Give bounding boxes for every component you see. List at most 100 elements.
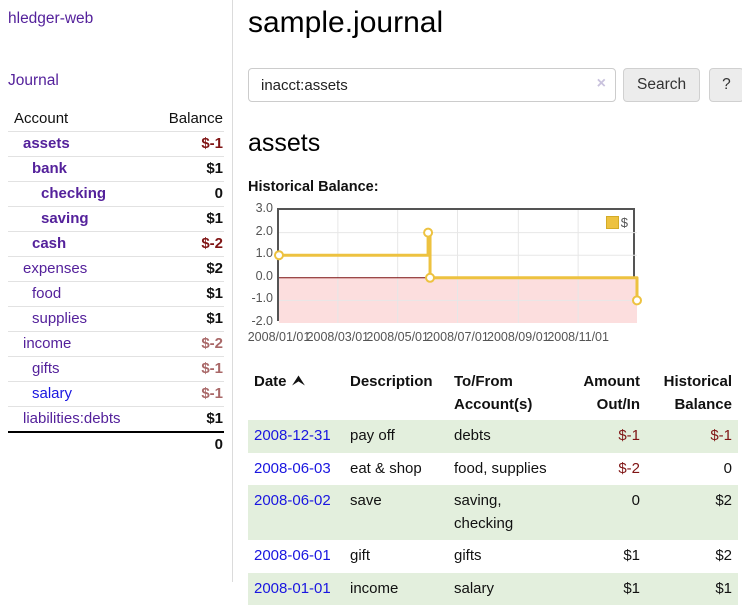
transaction-balance: $2 — [646, 485, 738, 540]
account-balance: $-1 — [148, 382, 224, 407]
chart-series-svg — [279, 210, 637, 323]
transaction-accounts: food, supplies — [448, 453, 566, 486]
transaction-description: income — [344, 573, 448, 605]
account-balance: $1 — [148, 282, 224, 307]
transaction-amount: $-1 — [566, 420, 646, 453]
accounts-table: Account Balance assets $-1 bank $1 check… — [8, 107, 224, 457]
legend-label: $ — [621, 215, 628, 230]
transaction-description: gift — [344, 540, 448, 573]
clear-search-icon[interactable]: × — [597, 75, 606, 93]
account-link[interactable]: checking — [41, 185, 106, 203]
x-axis-tick-label: 2008/05/01 — [366, 330, 429, 344]
transaction-accounts: salary — [448, 573, 566, 605]
transaction-accounts: debts — [448, 420, 566, 453]
transaction-row: 2008-12-31 pay off debts $-1 $-1 — [248, 420, 738, 453]
account-link[interactable]: food — [32, 285, 61, 303]
account-row: expenses $2 — [8, 257, 224, 282]
x-axis-tick-label: 2008/09/01 — [487, 330, 550, 344]
account-balance: $1 — [148, 157, 224, 182]
help-button[interactable]: ? — [709, 68, 742, 102]
account-balance: $-2 — [148, 232, 224, 257]
account-link[interactable]: bank — [32, 160, 67, 178]
transaction-accounts: gifts — [448, 540, 566, 573]
transaction-date-link[interactable]: 2008-12-31 — [254, 427, 331, 444]
account-balance: $-2 — [148, 332, 224, 357]
transaction-amount: $1 — [566, 540, 646, 573]
search-button[interactable]: Search — [623, 68, 700, 102]
account-row: food $1 — [8, 282, 224, 307]
transaction-row: 2008-06-03 eat & shop food, supplies $-2… — [248, 453, 738, 486]
account-link[interactable]: cash — [32, 235, 66, 253]
transaction-amount: 0 — [566, 485, 646, 540]
transaction-amount: $1 — [566, 573, 646, 605]
account-link[interactable]: supplies — [32, 310, 87, 328]
x-axis-tick-label: 2008/01/01 — [248, 330, 311, 344]
account-row: assets $-1 — [8, 132, 224, 157]
transaction-date-link[interactable]: 2008-06-03 — [254, 460, 331, 477]
account-row: liabilities:debts $1 — [8, 407, 224, 433]
transaction-balance: 0 — [646, 453, 738, 486]
sidebar-item-journal[interactable]: Journal — [8, 72, 224, 90]
account-row: checking 0 — [8, 182, 224, 207]
app-title-link[interactable]: hledger-web — [8, 10, 93, 28]
account-link[interactable]: expenses — [23, 260, 87, 278]
transaction-description: eat & shop — [344, 453, 448, 486]
account-row: bank $1 — [8, 157, 224, 182]
transaction-accounts: saving, checking — [448, 485, 566, 540]
transaction-row: 2008-01-01 income salary $1 $1 — [248, 573, 738, 605]
transaction-amount: $-2 — [566, 453, 646, 486]
account-row: income $-2 — [8, 332, 224, 357]
y-axis-tick-label: 2.0 — [248, 224, 273, 238]
transaction-row: 2008-06-01 gift gifts $1 $2 — [248, 540, 738, 573]
transaction-balance: $1 — [646, 573, 738, 605]
account-balance: $-1 — [148, 357, 224, 382]
transaction-balance: $2 — [646, 540, 738, 573]
transaction-balance: $-1 — [646, 420, 738, 453]
chart-plot-area: $ — [277, 208, 635, 321]
accounts-header-balance: Balance — [148, 107, 224, 132]
account-balance: $1 — [148, 307, 224, 332]
transaction-description: save — [344, 485, 448, 540]
legend-swatch-icon — [606, 216, 619, 229]
transaction-date-link[interactable]: 2008-06-02 — [254, 492, 331, 509]
transaction-date-link[interactable]: 2008-06-01 — [254, 547, 331, 564]
account-balance: $2 — [148, 257, 224, 282]
chart-legend: $ — [606, 215, 628, 230]
transaction-row: 2008-06-02 save saving, checking 0 $2 — [248, 485, 738, 540]
account-balance: $-1 — [148, 132, 224, 157]
search-form: × Search ? — [248, 68, 742, 102]
column-header-description: Description — [344, 367, 448, 420]
transaction-date-link[interactable]: 2008-01-01 — [254, 580, 331, 597]
accounts-header-row: Account Balance — [8, 107, 224, 132]
account-link[interactable]: saving — [41, 210, 89, 228]
page: hledger-web Journal Account Balance asse… — [0, 0, 742, 582]
account-link[interactable]: salary — [32, 385, 72, 403]
account-balance: $1 — [148, 407, 224, 433]
column-header-date[interactable]: Date — [248, 367, 344, 420]
account-balance: 0 — [148, 182, 224, 207]
y-axis-tick-label: 3.0 — [248, 201, 273, 215]
account-link[interactable]: assets — [23, 135, 70, 153]
account-link[interactable]: gifts — [32, 360, 60, 378]
account-balance: $1 — [148, 207, 224, 232]
account-row: cash $-2 — [8, 232, 224, 257]
y-axis-tick-label: -1.0 — [248, 291, 273, 305]
transactions-header-row: Date Description To/From Account(s) Amou… — [248, 367, 738, 420]
account-link[interactable]: income — [23, 335, 71, 353]
column-header-accounts: To/From Account(s) — [448, 367, 566, 420]
y-axis-tick-label: 0.0 — [248, 269, 273, 283]
accounts-header-account: Account — [8, 107, 148, 132]
account-row: gifts $-1 — [8, 357, 224, 382]
column-header-balance: Historical Balance — [646, 367, 738, 420]
x-axis-tick-label: 2008/07/01 — [426, 330, 489, 344]
account-link[interactable]: liabilities:debts — [23, 410, 121, 428]
x-axis-tick-label: 2008/11/01 — [547, 330, 609, 344]
search-input[interactable] — [248, 68, 616, 102]
y-axis-tick-label: 1.0 — [248, 246, 273, 260]
page-title: sample.journal — [248, 6, 742, 40]
chart-title: Historical Balance: — [248, 179, 742, 195]
transactions-table: Date Description To/From Account(s) Amou… — [248, 367, 738, 605]
main-content: sample.journal × Search ? assets Histori… — [233, 0, 742, 582]
x-axis-tick-label: 2008/03/01 — [307, 330, 370, 344]
